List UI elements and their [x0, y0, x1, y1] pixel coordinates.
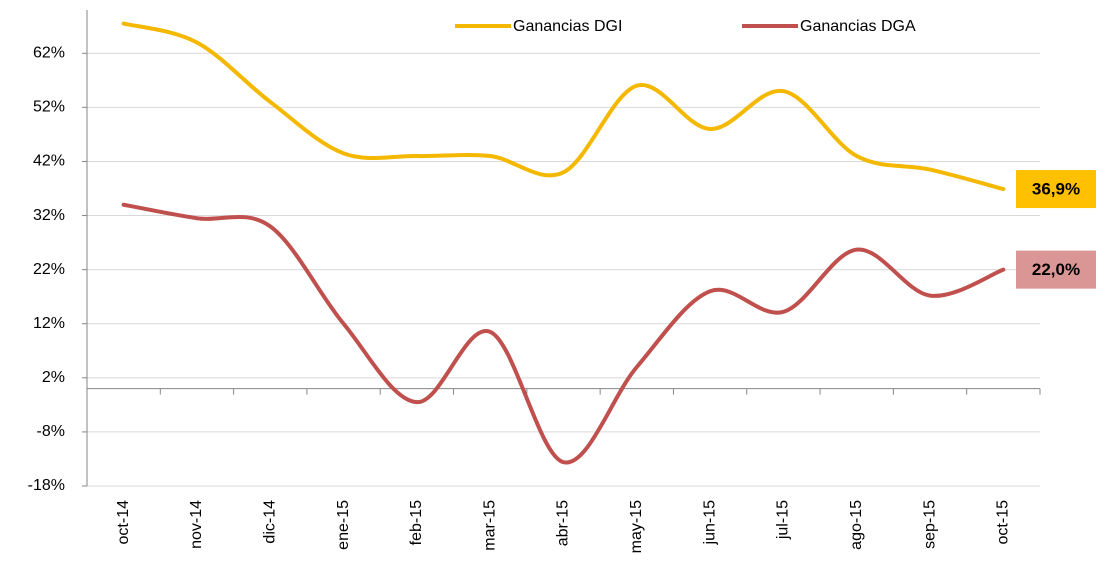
y-tick-label: 42%: [33, 153, 65, 170]
value-label: 22,0%: [1032, 260, 1080, 279]
y-tick-label: -8%: [37, 423, 65, 440]
x-tick-label: sep-15: [921, 500, 938, 549]
x-tick-label: may-15: [628, 500, 645, 553]
x-tick-label: dic-14: [261, 500, 278, 544]
x-tick-label: ago-15: [848, 500, 865, 550]
x-tick-label: oct-15: [995, 500, 1012, 545]
x-tick-label: mar-15: [481, 500, 498, 551]
y-tick-label: 2%: [42, 369, 65, 386]
y-tick-label: 32%: [33, 207, 65, 224]
y-tick-label: 52%: [33, 99, 65, 116]
x-tick-label: jun-15: [701, 500, 718, 546]
x-tick-label: jul-15: [775, 500, 792, 540]
value-label-box: [1016, 250, 1096, 289]
y-tick-label: 62%: [33, 44, 65, 61]
legend-label: Ganancias DGI: [513, 18, 622, 35]
y-tick-label: 22%: [33, 261, 65, 278]
x-tick-label: feb-15: [408, 500, 425, 545]
x-tick-label: abr-15: [555, 500, 572, 546]
series-line: [121, 202, 1006, 465]
x-tick-label: nov-14: [188, 500, 205, 549]
legend-label: Ganancias DGA: [800, 18, 916, 35]
value-label-box: [1016, 170, 1096, 209]
series-line: [121, 21, 1006, 192]
y-tick-label: -18%: [28, 477, 65, 494]
x-tick-label: oct-14: [115, 500, 132, 545]
x-tick-label: ene-15: [335, 500, 352, 550]
y-tick-label: 12%: [33, 315, 65, 332]
value-label: 36,9%: [1032, 180, 1080, 199]
